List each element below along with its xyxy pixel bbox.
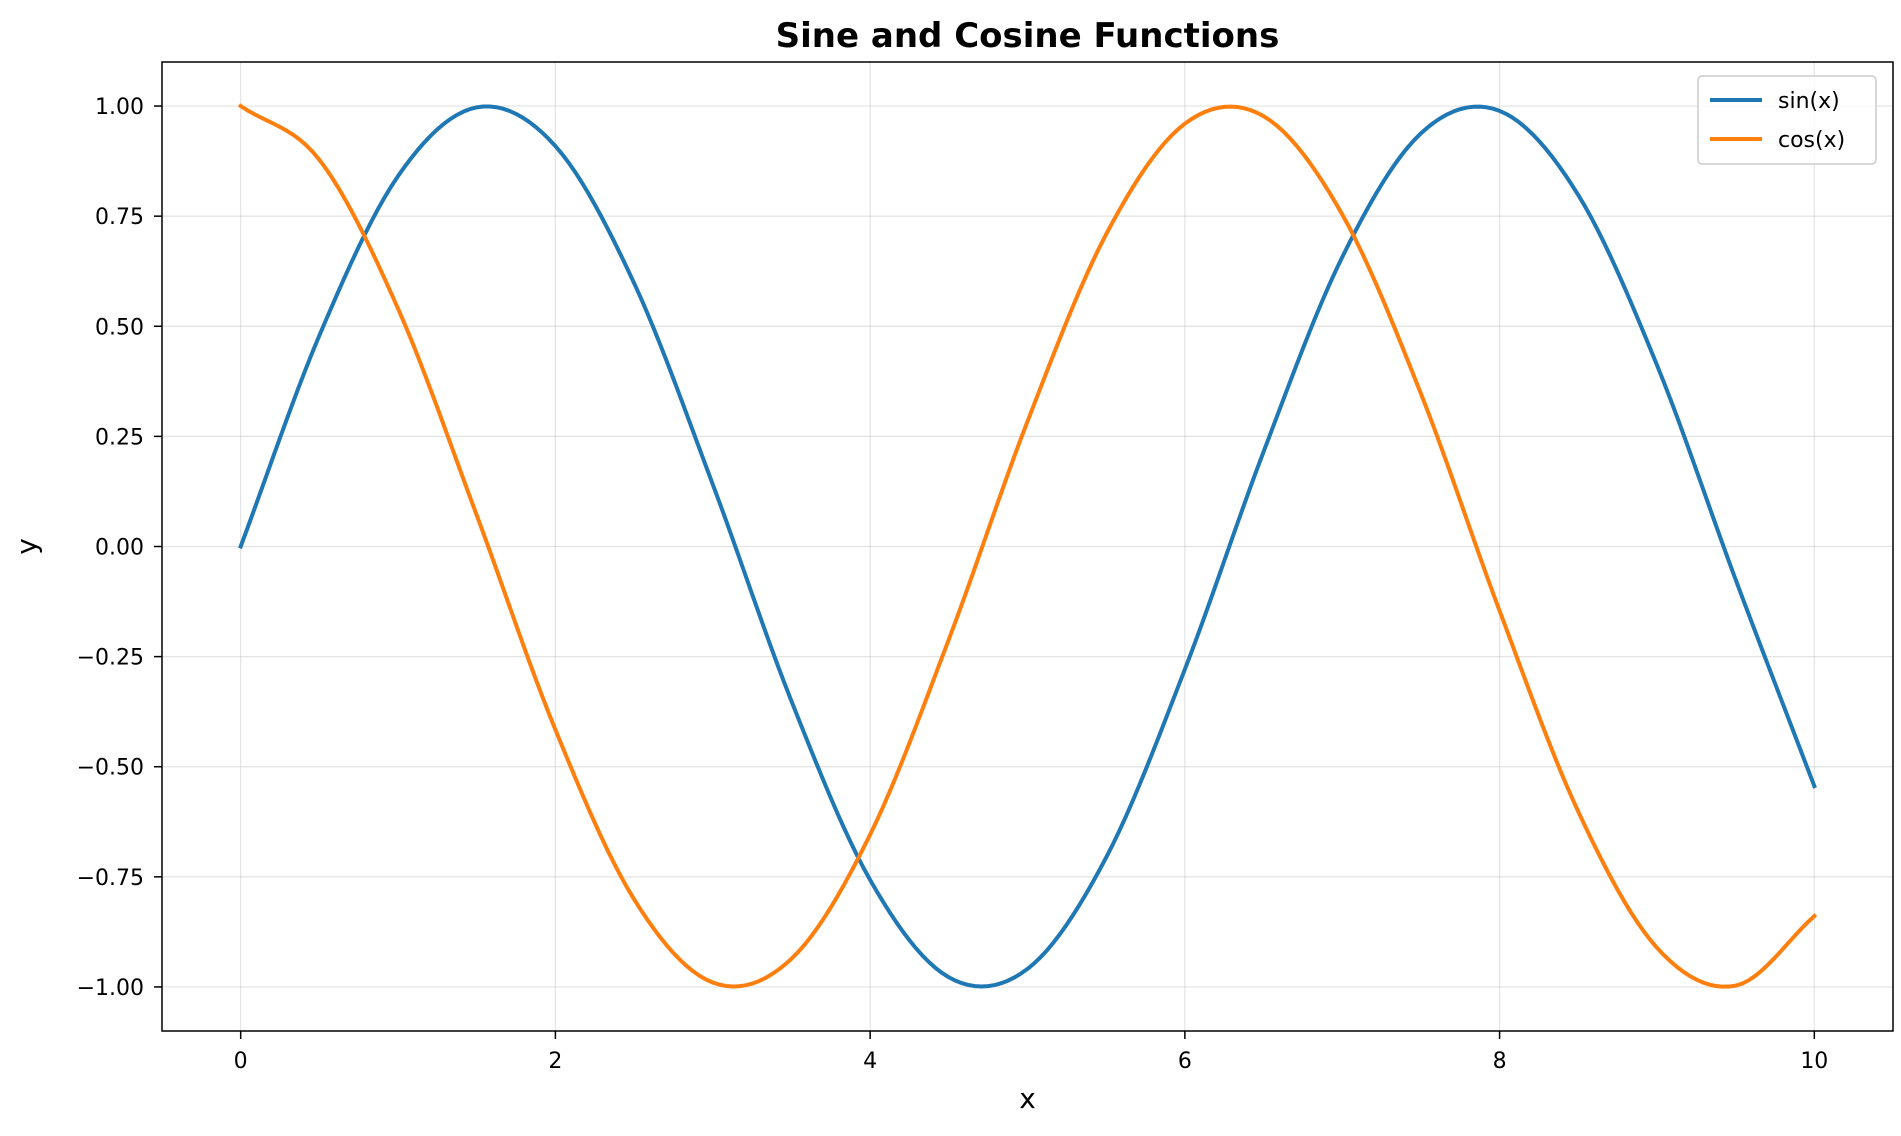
y-tick-label: 0.00 (95, 536, 144, 561)
series-line-sin (238, 104, 1817, 989)
y-tick-label: −1.00 (77, 976, 144, 1001)
x-axis-label: x (1019, 1082, 1036, 1115)
y-tick-label: 0.25 (95, 425, 144, 450)
series-lines (237, 103, 1818, 989)
x-tick-label: 8 (1493, 1049, 1507, 1074)
chart-title: Sine and Cosine Functions (776, 16, 1280, 56)
y-tick-label: 1.00 (95, 95, 144, 120)
x-tick-label: 6 (1178, 1049, 1192, 1074)
legend: sin(x) cos(x) (1697, 75, 1877, 165)
x-tick-label: 10 (1800, 1049, 1828, 1074)
x-tick-label: 0 (234, 1049, 248, 1074)
y-tick-label: −0.50 (77, 756, 144, 781)
x-tick-label: 2 (548, 1049, 562, 1074)
y-tick-label: −0.25 (77, 646, 144, 671)
axis-ticks: 0 2 4 6 8 10 −1.00 −0.75 −0.50 −0.25 0.00 0.25 0.50 0… (77, 95, 1829, 1074)
legend-label-sin: sin(x) (1778, 89, 1840, 114)
series-line-cos (237, 103, 1818, 989)
legend-label-cos: cos(x) (1778, 128, 1845, 153)
y-tick-label: −0.75 (77, 866, 144, 891)
grid-lines (162, 62, 1893, 1031)
y-axis-label: y (10, 538, 43, 555)
x-tick-label: 4 (863, 1049, 877, 1074)
y-tick-label: 0.50 (95, 315, 144, 340)
y-tick-label: 0.75 (95, 205, 144, 230)
